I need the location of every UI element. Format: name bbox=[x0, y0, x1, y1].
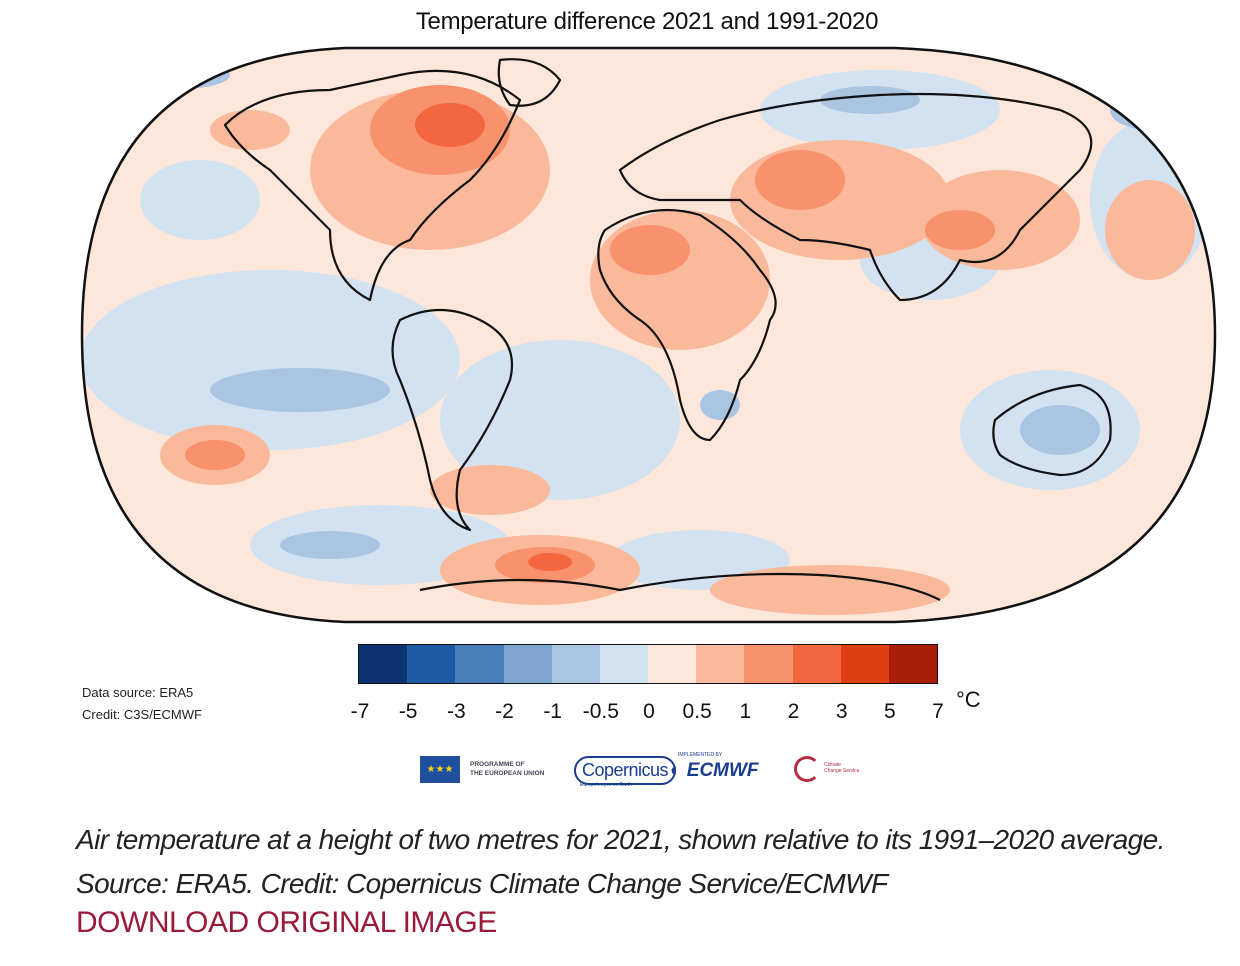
legend-tick-label: 1 bbox=[739, 700, 752, 723]
legend-tick-label: -5 bbox=[398, 700, 418, 723]
color-legend bbox=[358, 644, 938, 684]
legend-tick-label: 0 bbox=[643, 700, 655, 723]
legend-tick-label: 2 bbox=[787, 700, 800, 723]
world-temperature-map bbox=[80, 46, 1217, 624]
ecmwf-text: ECMWF bbox=[686, 760, 759, 781]
source-block: Data source: ERA5 Credit: C3S/ECMWF bbox=[82, 682, 202, 726]
c3s-line-1: Climate bbox=[824, 762, 841, 768]
legend-tick-label: -7 bbox=[350, 700, 370, 723]
copernicus-subtitle: Europe's eyes on Earth bbox=[580, 782, 632, 788]
legend-tick-label: 7 bbox=[932, 700, 944, 723]
copernicus-text: opernicus bbox=[594, 760, 669, 780]
legend-tick-label: -3 bbox=[446, 700, 466, 723]
legend-swatch bbox=[648, 645, 697, 683]
figure-caption: Air temperature at a height of two metre… bbox=[76, 824, 1165, 899]
legend-swatch bbox=[599, 645, 649, 683]
extreme-warm-anomaly-regions bbox=[415, 103, 572, 571]
legend-ticks: -7 -5 -3 -2 -1 -0.5 0 0.5 1 2 3 5 7 bbox=[0, 700, 1240, 730]
legend-swatch bbox=[696, 645, 745, 683]
ecmwf-tagline: IMPLEMENTED BY bbox=[678, 752, 723, 758]
c3s-line-2: Change Service bbox=[824, 768, 860, 774]
credit: Credit: C3S/ECMWF bbox=[82, 707, 202, 722]
continent-outlines bbox=[223, 58, 1112, 601]
logo-strip: ★★★ PROGRAMME OF THE EUROPEAN UNION Cope… bbox=[0, 752, 1240, 792]
legend-swatch bbox=[840, 645, 889, 683]
eu-line-2: THE EUROPEAN UNION bbox=[470, 770, 545, 777]
legend-swatch bbox=[551, 645, 600, 683]
legend-swatch bbox=[744, 645, 793, 683]
eu-flag-icon: ★★★ bbox=[420, 756, 460, 783]
legend-tick-label: -1 bbox=[543, 700, 562, 723]
legend-tick-label: -0.5 bbox=[582, 700, 619, 723]
legend-swatch bbox=[359, 645, 408, 683]
legend-bar bbox=[358, 644, 938, 684]
ecmwf-logo: ◐ ECMWF bbox=[670, 760, 759, 781]
legend-swatch bbox=[792, 645, 841, 683]
legend-tick-label: 0.5 bbox=[682, 700, 712, 723]
legend-swatch bbox=[407, 645, 456, 683]
eu-line-1: PROGRAMME OF bbox=[470, 761, 525, 768]
legend-tick-label: 5 bbox=[883, 700, 896, 723]
download-original-image-link[interactable]: DOWNLOAD ORIGINAL IMAGE bbox=[76, 906, 497, 939]
unit-label: °C bbox=[956, 687, 981, 712]
eu-programme-text: PROGRAMME OF THE EUROPEAN UNION bbox=[470, 760, 544, 778]
legend-swatch bbox=[888, 645, 938, 683]
legend-tick-label: -2 bbox=[495, 700, 514, 723]
legend-swatch bbox=[455, 645, 504, 683]
c3s-text: Climate Change Service bbox=[824, 762, 860, 774]
data-source: Data source: ERA5 bbox=[82, 685, 194, 700]
copernicus-logo: Copernicus bbox=[574, 756, 677, 785]
c3s-logo-icon bbox=[794, 756, 820, 782]
legend-swatch bbox=[503, 645, 552, 683]
legend-tick-label: 3 bbox=[835, 700, 848, 723]
map-title: Temperature difference 2021 and 1991-202… bbox=[415, 8, 879, 35]
